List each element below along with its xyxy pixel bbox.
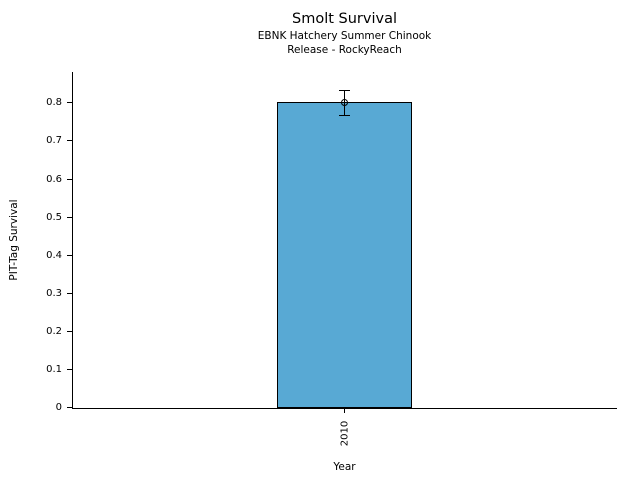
- y-tick-mark: [67, 179, 72, 181]
- y-axis-spine: [72, 72, 74, 409]
- x-tick-label-2010: 2010: [339, 420, 351, 447]
- y-tick-label: 0.4: [46, 250, 62, 261]
- x-axis-title: Year: [333, 461, 356, 473]
- y-tick-label: 0.8: [46, 97, 62, 108]
- y-tick-mark: [67, 140, 72, 142]
- data-point-marker-icon: [341, 99, 348, 106]
- y-axis-title: PIT-Tag Survival: [8, 199, 20, 281]
- x-axis-spine: [72, 408, 617, 410]
- y-tick-label: 0.5: [46, 212, 62, 223]
- y-tick-mark: [67, 102, 72, 104]
- y-tick-label: 0.6: [46, 174, 62, 185]
- error-bar-cap-top: [339, 90, 350, 92]
- y-tick-mark: [67, 407, 72, 409]
- chart-title: Smolt Survival: [292, 11, 397, 27]
- y-tick-label: 0.3: [46, 288, 62, 299]
- y-tick-mark: [67, 217, 72, 219]
- y-tick-mark: [67, 255, 72, 257]
- y-tick-label: 0.2: [46, 326, 62, 337]
- y-tick-label: 0.1: [46, 364, 62, 375]
- chart-subtitle-line2: Release - RockyReach: [287, 44, 402, 56]
- x-tick-mark: [344, 409, 346, 413]
- y-tick-mark: [67, 369, 72, 371]
- error-bar-cap-bottom: [339, 115, 350, 117]
- y-tick-mark: [67, 331, 72, 333]
- y-tick-mark: [67, 293, 72, 295]
- y-tick-label: 0.7: [46, 135, 62, 146]
- chart-subtitle-line1: EBNK Hatchery Summer Chinook: [257, 30, 432, 42]
- bar-2010: [277, 102, 412, 408]
- y-tick-label: 0: [55, 402, 62, 413]
